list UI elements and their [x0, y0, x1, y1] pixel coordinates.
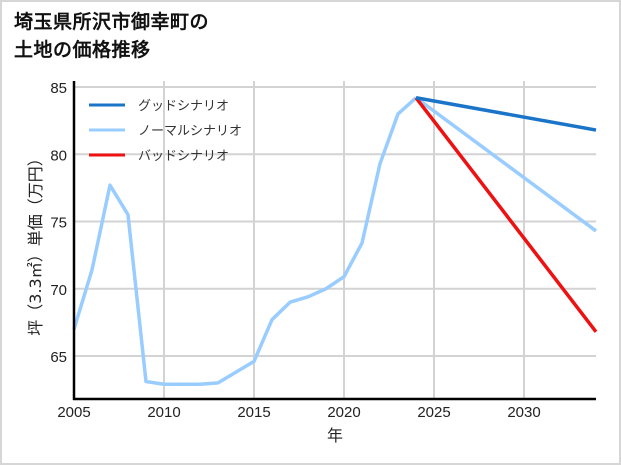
scenario-line [414, 96, 598, 233]
x-tick-label: 2030 [507, 404, 540, 421]
y-tick-label: 65 [50, 349, 67, 366]
y-tick-label: 70 [50, 282, 67, 299]
chart-title: 埼玉県所沢市御幸町の 土地の価格推移 [14, 8, 209, 64]
legend-label: グッドシナリオ [138, 99, 229, 114]
y-tick-label: 85 [50, 80, 67, 97]
y-axis-label: 坪（3.3㎡）単価（万円） [26, 150, 45, 335]
history-line [72, 96, 418, 386]
axes [72, 81, 596, 401]
tick-labels: 2005 2010 2015 2020 2025 2030 65 70 75 80 85 [50, 80, 540, 421]
y-tick-label: 80 [50, 147, 67, 164]
data-lines [72, 96, 598, 386]
legend-label: ノーマルシナリオ [138, 124, 242, 139]
title-line-1: 埼玉県所沢市御幸町の [14, 11, 210, 33]
y-tick-label: 75 [50, 215, 67, 232]
legend-label: バッドシナリオ [138, 149, 229, 164]
scenario-line [415, 96, 597, 132]
x-axis-label: 年 [327, 426, 343, 445]
x-tick-label: 2010 [147, 404, 180, 421]
x-tick-label: 2015 [237, 404, 270, 421]
x-tick-label: 2020 [327, 404, 360, 421]
title-line-2: 土地の価格推移 [14, 39, 151, 61]
x-tick-label: 2025 [417, 404, 450, 421]
scenario-line [414, 96, 598, 333]
x-tick-label: 2005 [57, 404, 90, 421]
